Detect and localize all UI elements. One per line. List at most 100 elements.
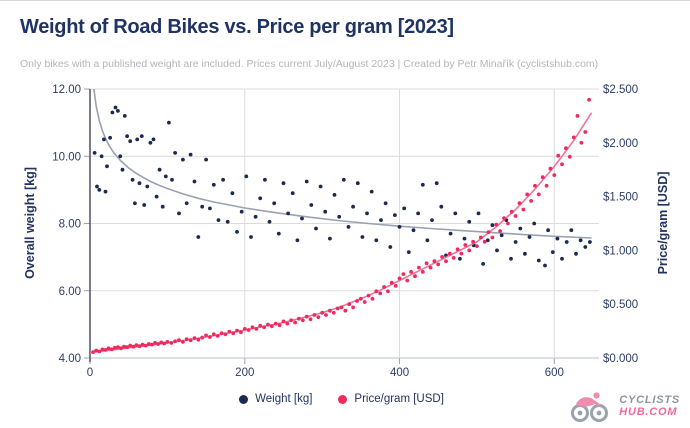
weight-data-point: [211, 182, 216, 187]
weight-data-point: [411, 228, 416, 233]
weight-data-point: [439, 204, 444, 209]
weight-data-point: [151, 137, 156, 142]
price-data-point: [401, 272, 406, 276]
weight-data-point: [276, 231, 281, 236]
right-axis-tick-label: $2.500: [603, 84, 638, 96]
price-data-point: [266, 322, 270, 327]
price-data-point: [506, 221, 510, 226]
weight-data-point: [560, 256, 564, 261]
right-axis-tick-label: $0.000: [603, 353, 638, 365]
price-data-point: [119, 346, 123, 351]
right-axis-tick-label: $0.500: [603, 299, 638, 311]
weight-data-point: [323, 209, 328, 214]
cyclist-bike-icon: [571, 392, 609, 422]
weight-data-point: [221, 177, 226, 182]
price-data-point: [285, 321, 290, 326]
weight-data-point: [518, 226, 523, 231]
price-data-point: [109, 347, 114, 352]
weight-data-point: [499, 233, 504, 238]
price-data-point: [579, 140, 584, 145]
price-data-point: [413, 274, 417, 279]
price-data-point: [273, 321, 278, 326]
weight-data-point: [99, 154, 104, 159]
weight-data-point: [393, 213, 397, 218]
weight-data-point: [406, 250, 411, 255]
weight-data-point: [139, 134, 144, 139]
price-data-point: [300, 318, 305, 323]
weight-legend-dot-icon: [239, 394, 249, 404]
x-axis-tick-label: 0: [87, 367, 93, 379]
weight-data-point: [467, 219, 472, 224]
price-data-point: [393, 284, 398, 288]
weight-data-point: [532, 221, 537, 226]
price-data-point: [339, 305, 344, 310]
weight-data-point: [118, 154, 123, 159]
weight-data-point: [116, 109, 120, 113]
price-data-point: [386, 289, 390, 294]
weight-data-point: [420, 182, 425, 187]
price-data-point: [564, 146, 568, 151]
weight-data-point: [569, 228, 574, 233]
weight-data-point: [108, 135, 112, 140]
price-data-point: [347, 302, 352, 307]
brand-line-cyclists: CYCLISTS: [619, 394, 680, 407]
price-data-point: [97, 349, 102, 354]
weight-data-point: [120, 167, 125, 172]
price-data-point: [567, 154, 572, 159]
weight-data-point: [92, 151, 97, 155]
price-data-point: [351, 305, 355, 310]
weight-data-point: [513, 240, 518, 244]
price-data-point: [312, 313, 317, 317]
price-data-point: [270, 324, 274, 329]
weight-data-point: [230, 191, 235, 196]
price-data-point: [405, 278, 410, 283]
price-data-point: [281, 319, 286, 324]
weight-data-point: [122, 114, 127, 118]
price-data-point: [560, 162, 564, 167]
price-data-point: [382, 285, 386, 289]
weight-data-point: [332, 193, 337, 197]
weight-data-point: [258, 196, 263, 201]
price-data-point: [459, 251, 464, 256]
price-data-point: [502, 216, 506, 221]
price-data-point: [239, 330, 243, 335]
weight-data-point: [163, 174, 168, 179]
weight-trend-line: [93, 88, 592, 239]
price-data-point: [262, 325, 266, 330]
weight-data-point: [523, 251, 527, 256]
weight-data-point: [360, 235, 365, 239]
price-data-point: [447, 251, 452, 256]
weight-data-point: [550, 250, 555, 255]
price-data-point: [242, 327, 247, 331]
price-data-point: [131, 344, 136, 349]
weight-data-point: [495, 248, 499, 253]
weight-data-point: [154, 194, 159, 199]
price-data-point: [536, 192, 541, 197]
weight-data-point: [272, 201, 277, 206]
weight-data-point: [588, 240, 592, 244]
left-axis-tick-label: 12.00: [52, 84, 81, 96]
weight-data-point: [170, 177, 174, 182]
price-data-point: [328, 308, 332, 313]
price-data-point: [343, 308, 348, 313]
right-axis-tick-label: $1.500: [603, 192, 638, 204]
price-data-point: [335, 306, 340, 311]
price-data-point: [471, 239, 475, 244]
price-data-point: [211, 332, 216, 337]
weight-data-point: [430, 218, 434, 223]
weight-data-point: [425, 238, 430, 243]
weight-data-point: [318, 184, 323, 189]
weight-data-point: [105, 164, 109, 169]
price-data-point: [509, 209, 514, 214]
weight-data-point: [476, 211, 481, 216]
price-data-point: [200, 335, 205, 340]
price-data-point: [153, 341, 157, 345]
weight-data-point: [188, 152, 193, 157]
cyclistshub-logo: CYCLISTS HUB.COM: [568, 391, 680, 423]
price-legend-dot-icon: [338, 394, 348, 404]
price-data-point: [552, 173, 557, 178]
price-data-point: [556, 153, 561, 158]
x-axis-tick-label: 200: [235, 367, 254, 379]
price-data-point: [94, 348, 99, 353]
price-trend-line: [89, 112, 593, 354]
